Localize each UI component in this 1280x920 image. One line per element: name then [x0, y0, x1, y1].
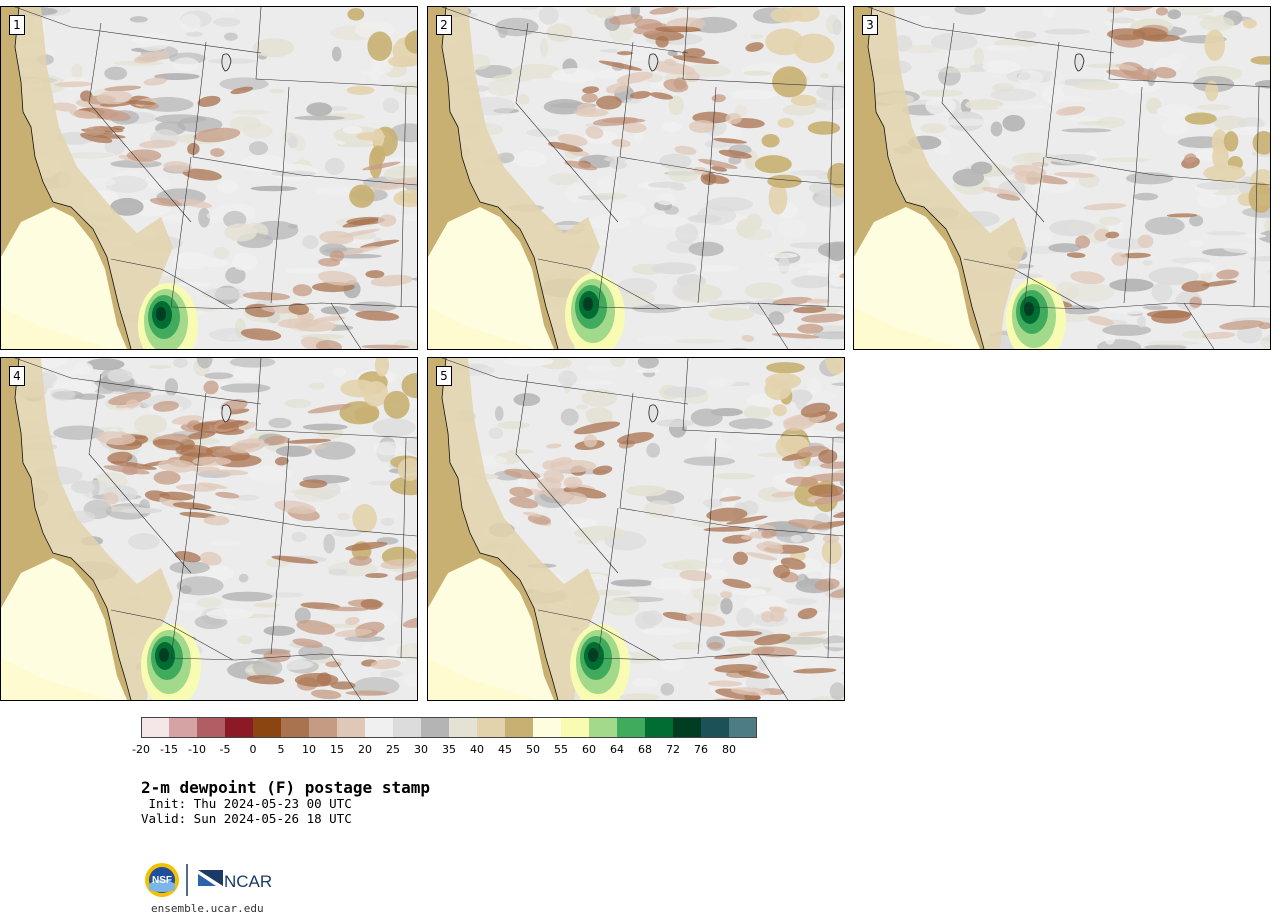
colorbar-bin — [365, 717, 393, 738]
dewpoint-field-map — [1, 7, 417, 349]
colorbar-tick-label: 30 — [414, 743, 428, 756]
colorbar-tick-label: -10 — [188, 743, 206, 756]
colorbar-bin — [561, 717, 589, 738]
site-url: ensemble.ucar.edu — [151, 902, 264, 915]
dewpoint-field-map — [1, 358, 417, 700]
valid-time: Valid: Sun 2024-05-26 18 UTC — [141, 811, 352, 826]
nsf-seal-text: NSF — [152, 875, 172, 886]
map-panel-5: 5 — [427, 357, 845, 701]
colorbar-bin — [645, 717, 673, 738]
colorbar-bin — [309, 717, 337, 738]
colorbar-bin — [589, 717, 617, 738]
colorbar-bin — [617, 717, 645, 738]
colorbar-tick-label: 10 — [302, 743, 316, 756]
colorbar-tick-label: -15 — [160, 743, 178, 756]
dewpoint-field-map — [854, 7, 1270, 349]
colorbar-bin — [449, 717, 477, 738]
colorbar-bin — [141, 717, 169, 738]
map-panel-4: 4 — [0, 357, 418, 701]
colorbar-tick-label: -5 — [219, 743, 231, 756]
colorbar-tick-label: 72 — [666, 743, 680, 756]
colorbar-bin — [281, 717, 309, 738]
colorbar-bin — [393, 717, 421, 738]
colorbar-tick-label: 64 — [610, 743, 624, 756]
dewpoint-field-map — [428, 358, 844, 700]
colorbar-tick-label: 15 — [330, 743, 344, 756]
colorbar-bin — [225, 717, 253, 738]
colorbar — [141, 717, 757, 738]
panel-number: 3 — [862, 15, 878, 35]
colorbar-tick-label: 40 — [470, 743, 484, 756]
colorbar-tick-label: -20 — [132, 743, 150, 756]
colorbar-tick-label: 50 — [526, 743, 540, 756]
map-panel-2: 2 — [427, 6, 845, 350]
dewpoint-field-map — [428, 7, 844, 349]
map-panel-1: 1 — [0, 6, 418, 350]
colorbar-bin — [505, 717, 533, 738]
colorbar-tick-label: 45 — [498, 743, 512, 756]
colorbar-bin — [533, 717, 561, 738]
colorbar-bin — [701, 717, 729, 738]
ncar-text: NCAR — [224, 872, 272, 891]
panel-number: 2 — [436, 15, 452, 35]
panel-number: 5 — [436, 366, 452, 386]
nsf-seal-wave — [149, 879, 175, 892]
panel-number: 4 — [9, 366, 25, 386]
colorbar-bin — [169, 717, 197, 738]
panel-number: 1 — [9, 15, 25, 35]
colorbar-tick-label: 20 — [358, 743, 372, 756]
colorbar-bin — [197, 717, 225, 738]
colorbar-tick-label: 76 — [694, 743, 708, 756]
colorbar-tick-label: 55 — [554, 743, 568, 756]
colorbar-bin — [421, 717, 449, 738]
colorbar-bin — [337, 717, 365, 738]
colorbar-tick-label: 60 — [582, 743, 596, 756]
colorbar-tick-label: 68 — [638, 743, 652, 756]
map-panel-3: 3 — [853, 6, 1271, 350]
figure-title: 2-m dewpoint (F) postage stamp — [141, 778, 430, 797]
colorbar-tick-label: 0 — [249, 743, 257, 756]
colorbar-tick-label: 25 — [386, 743, 400, 756]
colorbar-bin — [253, 717, 281, 738]
colorbar-tick-label: 80 — [722, 743, 736, 756]
colorbar-bin — [477, 717, 505, 738]
colorbar-tick-label: 5 — [277, 743, 285, 756]
colorbar-bin — [729, 717, 757, 738]
colorbar-tick-label: 35 — [442, 743, 456, 756]
nsf-ncar-logo: NSF NCAR — [145, 863, 272, 897]
ncar-mark-icon — [198, 870, 223, 886]
init-time: Init: Thu 2024-05-23 00 UTC — [141, 796, 352, 811]
colorbar-bin — [673, 717, 701, 738]
